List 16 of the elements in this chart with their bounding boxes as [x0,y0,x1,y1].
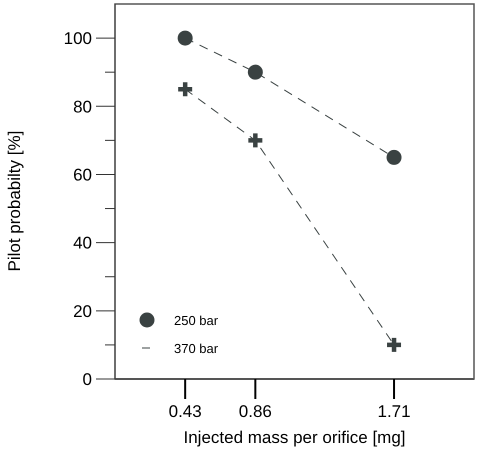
y-tick-label: 40 [73,234,92,253]
x-axis-title: Injected mass per orifice [mg] [183,428,406,447]
y-tick-label: 100 [64,29,92,48]
y-tick-label: 60 [73,165,92,184]
legend-label: 250 bar [174,312,218,328]
x-tick-label: 1.71 [377,402,411,421]
y-tick-label: 0 [82,370,92,389]
x-tick-label: 0.86 [238,402,272,421]
legend-label: 370 bar [174,340,218,356]
point [386,150,402,165]
x-tick-label: 0.43 [168,402,202,421]
point [248,64,263,80]
y-axis-title: Pilot probabilty [%] [5,130,24,272]
y-tick-label: 20 [73,302,92,321]
point [178,30,193,46]
y-tick-label: 80 [73,97,92,116]
